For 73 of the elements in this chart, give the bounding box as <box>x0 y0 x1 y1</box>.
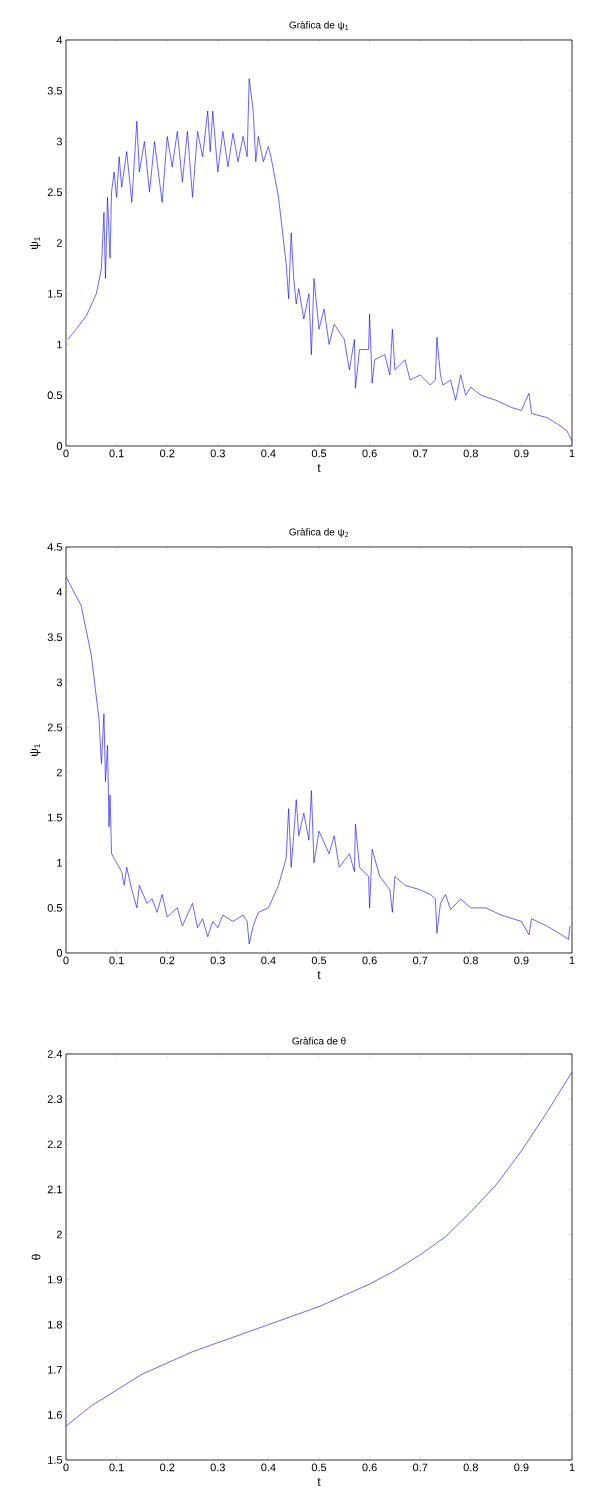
x-tick-label: 0.5 <box>311 956 327 965</box>
x-tick-label: 0.7 <box>413 449 428 458</box>
x-tick-label: 0.2 <box>160 1463 175 1472</box>
x-tick-label: 0.9 <box>514 956 529 965</box>
y-tick-label: 1.8 <box>48 1320 62 1329</box>
chart-title: Gràfica de θ <box>292 1037 346 1045</box>
y-axis-title: ψ$_{1}$ <box>30 237 41 249</box>
y-tick-label: 4 <box>56 36 63 44</box>
y-tick-label: 2.5 <box>47 188 63 197</box>
x-tick-label: 1 <box>569 449 575 458</box>
y-tick-label: 1.6 <box>48 1411 62 1419</box>
x-tick-label: 0.5 <box>311 449 327 458</box>
y-tick-label: 2.2 <box>47 1140 62 1149</box>
x-tick-label: 0.6 <box>362 1463 377 1472</box>
y-tick-label: 1.9 <box>48 1275 62 1284</box>
x-tick-label: 0.3 <box>210 449 225 458</box>
x-tick-label: 0.7 <box>413 956 428 965</box>
y-tick-label: 1.5 <box>48 1456 63 1464</box>
x-tick-label: 0.3 <box>210 956 225 965</box>
y-tick-label: 2 <box>56 1230 62 1239</box>
x-tick-label: 0.2 <box>160 956 175 965</box>
y-tick-label: 0.5 <box>47 391 63 400</box>
x-tick-label: 0.8 <box>463 449 478 458</box>
x-tick-label: 0.6 <box>362 956 377 965</box>
x-tick-label: 1 <box>569 956 575 965</box>
y-tick-label: 2 <box>56 239 62 247</box>
chart-title: Gràfica de ψ$_{2}$ <box>289 528 349 538</box>
x-tick-label: 1 <box>569 1463 575 1472</box>
y-tick-label: 4 <box>56 588 63 596</box>
y-tick-label: 3.5 <box>47 86 63 95</box>
y-tick-label: 0 <box>56 442 63 450</box>
x-tick-label: 0.4 <box>261 1463 276 1472</box>
y-tick-label: 3.5 <box>47 633 63 642</box>
y-axis-title: ψ$_{1}$ <box>30 744 41 756</box>
y-axis-title: θ <box>31 1254 41 1260</box>
x-tick-label: 0.5 <box>311 1463 327 1472</box>
x-axis-title: t <box>317 971 321 979</box>
x-tick-label: 0.7 <box>413 1463 428 1472</box>
x-tick-label: 0.8 <box>463 956 478 965</box>
y-tick-label: 2.3 <box>47 1095 62 1103</box>
x-tick-label: 0.9 <box>514 1463 529 1472</box>
y-tick-label: 1.5 <box>48 813 63 822</box>
x-tick-label: 0.6 <box>362 449 377 458</box>
chart-title: Gràfica de ψ$_{1}$ <box>289 21 349 31</box>
x-tick-label: 0 <box>63 956 69 965</box>
x-axis-title: t <box>317 464 321 472</box>
x-tick-label: 0.4 <box>261 449 276 458</box>
x-tick-label: 0.1 <box>109 449 124 458</box>
y-tick-label: 0 <box>56 949 63 957</box>
line-series <box>67 78 572 442</box>
x-tick-label: 0 <box>63 1463 69 1472</box>
y-tick-label: 3 <box>56 678 62 687</box>
x-tick-label: 0.3 <box>210 1463 225 1472</box>
y-tick-label: 1.5 <box>48 289 63 298</box>
y-tick-label: 3 <box>56 137 62 146</box>
line-series <box>66 576 571 945</box>
x-axis-title: t <box>317 1478 321 1486</box>
y-tick-label: 1 <box>57 859 62 867</box>
x-tick-label: 0.1 <box>109 956 124 965</box>
y-tick-label: 2.1 <box>47 1185 62 1194</box>
y-tick-label: 1 <box>57 340 62 349</box>
y-tick-label: 1.7 <box>48 1366 62 1374</box>
x-tick-label: 0.1 <box>109 1463 124 1472</box>
x-tick-label: 0.4 <box>261 956 276 965</box>
x-tick-label: 0.2 <box>160 449 175 458</box>
y-tick-label: 4.5 <box>47 543 63 551</box>
y-tick-label: 2.4 <box>47 1050 63 1058</box>
y-tick-label: 0.5 <box>47 904 63 912</box>
y-tick-label: 2 <box>56 768 62 777</box>
y-tick-label: 2.5 <box>47 723 63 732</box>
x-tick-label: 0.9 <box>514 449 529 458</box>
x-tick-label: 0.8 <box>463 1463 478 1472</box>
x-tick-label: 0 <box>63 449 69 458</box>
